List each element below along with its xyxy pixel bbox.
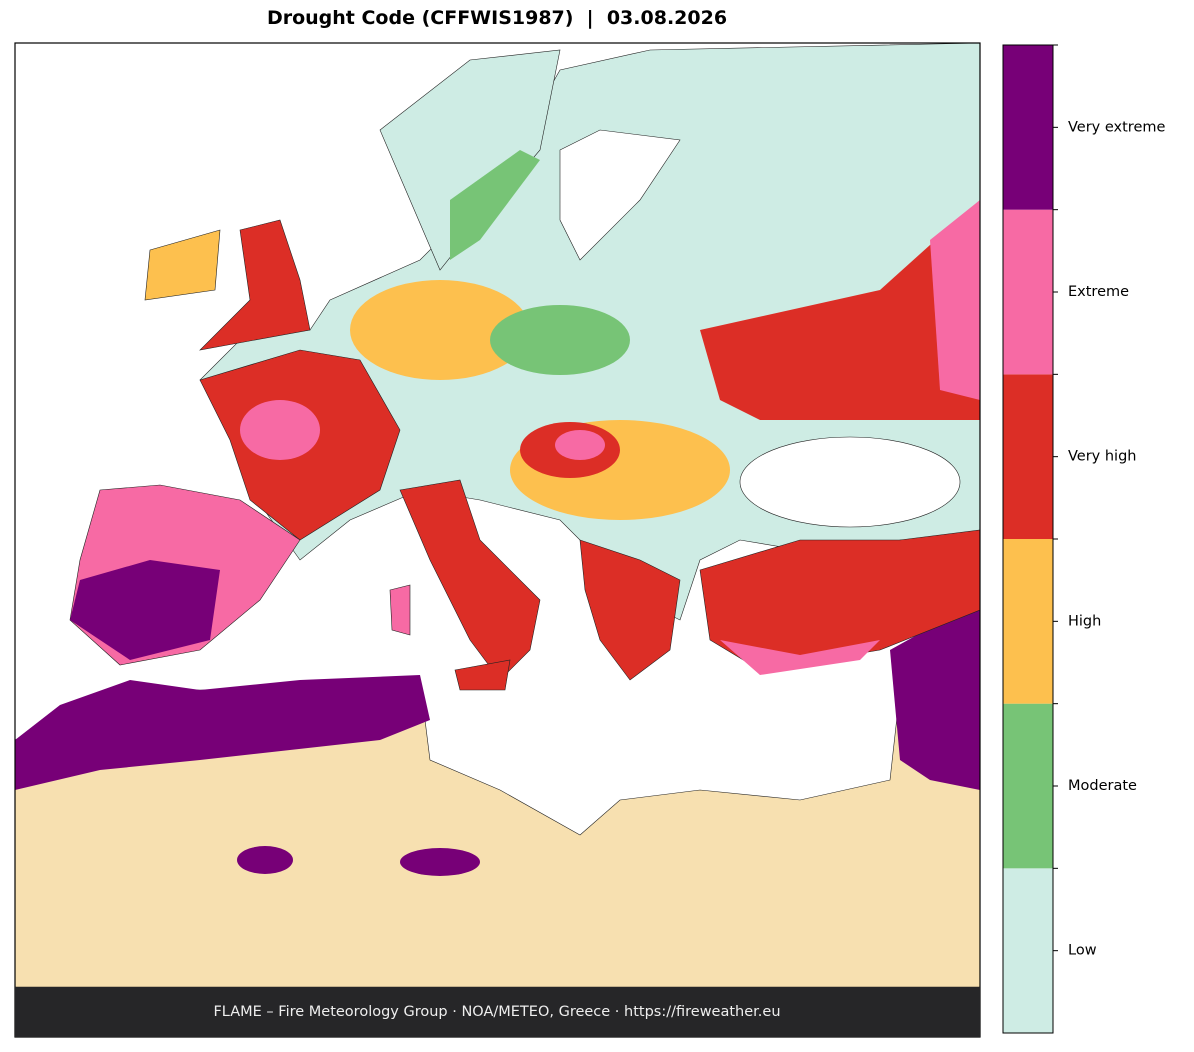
footer-bar [15, 987, 980, 1037]
map [14, 42, 981, 1038]
legend-label: Extreme [1068, 284, 1129, 300]
legend-label: Very high [1068, 449, 1136, 465]
legend-label: Moderate [1068, 778, 1137, 794]
colorbar-segment [1003, 209, 1053, 375]
colorbar-segment [1003, 45, 1053, 210]
colorbar: Low Moderate High Very high Extreme Very extr… [1002, 44, 1165, 1034]
legend-label: High [1068, 613, 1101, 629]
colorbar-segment [1003, 868, 1053, 1033]
colorbar-frame [1002, 44, 1054, 1034]
legend-label: Very extreme [1068, 119, 1165, 135]
colorbar-segment [1003, 374, 1053, 539]
colorbar-segment [1003, 703, 1053, 869]
legend-label: Low [1068, 943, 1097, 959]
map-title: Drought Code (CFFWIS1987) | 03.08.2026 [267, 7, 727, 29]
footer-text: FLAME – Fire Meteorology Group · NOA/MET… [213, 1004, 780, 1020]
colorbar-segment [1003, 539, 1053, 704]
